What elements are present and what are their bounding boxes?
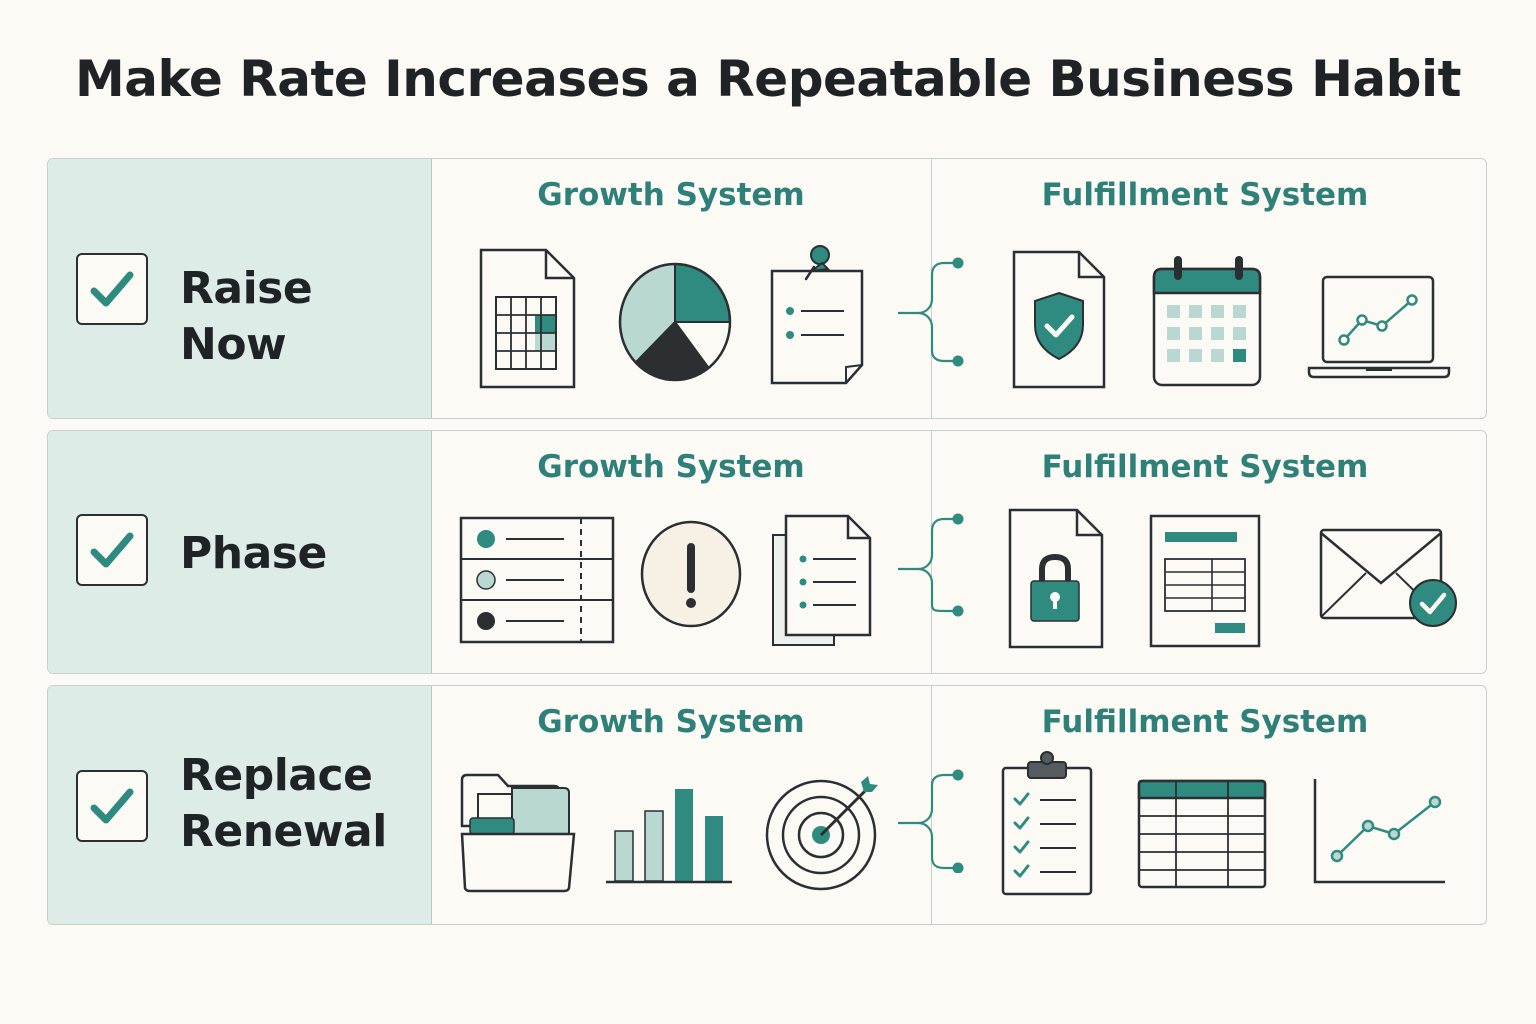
row-label-line2: Renewal (180, 806, 387, 857)
checkbox-checked[interactable] (76, 253, 148, 325)
row-label-panel: Replace Renewal (48, 686, 432, 924)
page-title: Make Rate Increases a Repeatable Busines… (74, 50, 1462, 108)
shield-check-document-icon (1012, 250, 1106, 389)
row-label: Phase (180, 528, 327, 579)
laptop-line-chart-icon (1307, 275, 1451, 379)
checkbox-checked[interactable] (76, 770, 148, 842)
bar-chart-icon (606, 789, 732, 884)
lock-document-icon (1008, 508, 1104, 649)
pie-chart-icon (618, 262, 732, 382)
growth-system-heading: Growth System (537, 177, 805, 213)
target-icon (765, 776, 878, 891)
calendar-icon (1152, 256, 1262, 387)
stacked-documents-icon (772, 514, 872, 646)
check-icon (90, 532, 134, 568)
fulfillment-system-heading: Fulfillment System (1041, 704, 1369, 740)
growth-system-heading: Growth System (537, 704, 805, 740)
fulfillment-system-heading: Fulfillment System (1041, 449, 1369, 485)
fulfillment-system-heading: Fulfillment System (1041, 177, 1369, 213)
row-label-panel: Raise Now (48, 159, 432, 418)
folder-icon (460, 773, 576, 893)
spreadsheet-document-icon (479, 248, 576, 389)
clipboard-checklist-icon (1001, 751, 1093, 896)
row-label-line1: Replace (180, 750, 373, 801)
email-check-icon (1319, 528, 1457, 627)
invoice-table-icon (1149, 514, 1261, 648)
check-icon (90, 788, 134, 824)
row-replace-renewal: Replace Renewal Growth System Fulfillmen… (47, 685, 1487, 925)
growth-system-heading: Growth System (537, 449, 805, 485)
checkbox-checked[interactable] (76, 514, 148, 586)
row-label-panel: Phase (48, 431, 432, 673)
row-raise-now: Raise Now Growth System Fulfillment Syst… (47, 158, 1487, 419)
phased-list-icon (459, 516, 615, 644)
connector-bracket-icon (898, 257, 964, 367)
alert-circle-icon (640, 520, 742, 628)
connector-bracket-icon (898, 769, 964, 873)
pinned-checklist-icon (770, 245, 864, 385)
row-phase: Phase Growth System Fulfillment System (47, 430, 1487, 674)
row-label: Raise Now (180, 263, 313, 370)
check-icon (90, 271, 134, 307)
line-chart-icon (1313, 779, 1445, 884)
table-grid-icon (1137, 779, 1267, 889)
connector-bracket-icon (898, 513, 964, 617)
